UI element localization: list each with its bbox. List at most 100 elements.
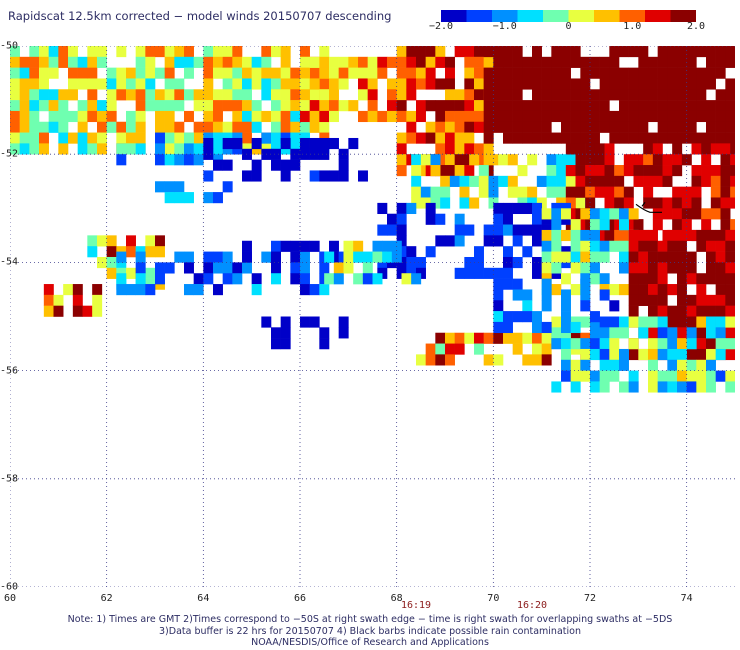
wind-cell xyxy=(551,132,562,144)
wind-cell xyxy=(261,67,272,79)
wind-cell xyxy=(242,132,252,144)
wind-cell xyxy=(454,332,465,344)
wind-cell xyxy=(72,294,83,306)
wind-cell xyxy=(686,100,697,112)
wind-cell xyxy=(411,186,422,198)
wind-cell xyxy=(145,100,156,112)
wind-cell xyxy=(469,175,480,187)
wind-cell xyxy=(483,67,494,79)
wind-cell xyxy=(580,121,591,133)
wind-cell xyxy=(561,273,571,285)
wind-cell xyxy=(493,235,504,247)
wind-cell xyxy=(715,284,726,296)
wind-cell xyxy=(271,262,281,274)
wind-cell xyxy=(696,316,707,328)
wind-cell xyxy=(725,110,735,123)
wind-cell xyxy=(280,110,291,123)
wind-cell xyxy=(701,165,712,177)
wind-cell xyxy=(19,100,30,112)
wind-cell xyxy=(599,251,610,263)
wind-cell xyxy=(532,354,542,366)
wind-cell xyxy=(667,348,678,361)
wind-cell xyxy=(58,46,69,58)
wind-cell xyxy=(10,78,20,90)
wind-cell xyxy=(561,56,571,68)
wind-cell xyxy=(19,110,30,123)
wind-cell xyxy=(116,284,127,296)
wind-cell xyxy=(483,78,494,90)
wind-cell xyxy=(590,240,600,252)
wind-cell xyxy=(652,208,663,220)
wind-cell xyxy=(619,381,629,393)
wind-cell xyxy=(135,251,146,263)
wind-cell xyxy=(97,110,107,123)
wind-cell xyxy=(300,67,310,79)
wind-cell xyxy=(39,46,49,58)
wind-cell xyxy=(329,56,339,68)
wind-cell xyxy=(686,327,697,339)
wind-cell xyxy=(570,219,581,231)
wind-cell xyxy=(561,89,571,101)
wind-cell xyxy=(280,100,291,112)
wind-cell xyxy=(309,284,320,296)
wind-cell xyxy=(580,348,591,361)
wind-cell xyxy=(580,208,591,220)
wind-cell xyxy=(10,121,20,133)
wind-cell xyxy=(623,197,634,209)
wind-cell xyxy=(503,121,513,133)
wind-cell xyxy=(561,67,571,79)
wind-cell xyxy=(459,197,470,209)
wind-cell xyxy=(725,381,735,393)
wind-cell xyxy=(145,46,156,58)
wind-cell xyxy=(474,110,484,123)
wind-cell xyxy=(541,132,552,144)
wind-cell xyxy=(696,327,707,339)
wind-cell xyxy=(619,132,629,144)
wind-cell xyxy=(696,305,707,317)
wind-cell xyxy=(58,56,69,68)
wind-cell xyxy=(87,67,98,79)
wind-cell xyxy=(300,137,310,150)
wind-cell xyxy=(454,46,465,58)
wind-cell xyxy=(10,89,20,101)
wind-cell xyxy=(648,89,658,101)
wind-cell xyxy=(580,240,591,252)
wind-cell xyxy=(435,143,446,155)
wind-cell xyxy=(68,89,78,101)
wind-cell xyxy=(561,229,571,242)
wind-cell xyxy=(580,300,591,312)
wind-cell xyxy=(300,148,310,160)
wind-cell xyxy=(720,197,731,209)
wind-cell xyxy=(222,100,233,112)
wind-cell xyxy=(193,143,204,155)
wind-cell xyxy=(657,327,668,339)
wind-cell xyxy=(367,110,378,123)
wind-cell xyxy=(667,78,678,90)
wind-cell xyxy=(353,240,364,252)
wind-cell xyxy=(570,370,581,382)
wind-cell xyxy=(116,78,127,90)
wind-cell xyxy=(87,132,98,144)
color-scale-tick-label: −1.0 xyxy=(492,21,517,32)
wind-cell xyxy=(261,251,272,263)
wind-cell xyxy=(396,143,407,155)
wind-cell xyxy=(551,262,562,274)
wind-cell xyxy=(106,67,117,79)
wind-cell xyxy=(522,121,533,133)
wind-cell xyxy=(440,186,451,198)
wind-cell xyxy=(696,284,707,296)
wind-cell xyxy=(590,370,600,382)
wind-cell xyxy=(503,132,513,144)
wind-cell xyxy=(164,89,175,101)
wind-cell xyxy=(474,100,484,112)
wind-cell xyxy=(686,46,697,58)
wind-cell xyxy=(590,89,600,101)
wind-cell xyxy=(696,370,707,382)
wind-cell xyxy=(527,154,538,166)
wind-cell xyxy=(503,89,513,101)
wind-cell xyxy=(145,67,156,79)
wind-cell xyxy=(425,343,436,355)
wind-cell xyxy=(300,251,310,263)
wind-cell xyxy=(106,110,117,123)
wind-cell xyxy=(541,67,552,79)
